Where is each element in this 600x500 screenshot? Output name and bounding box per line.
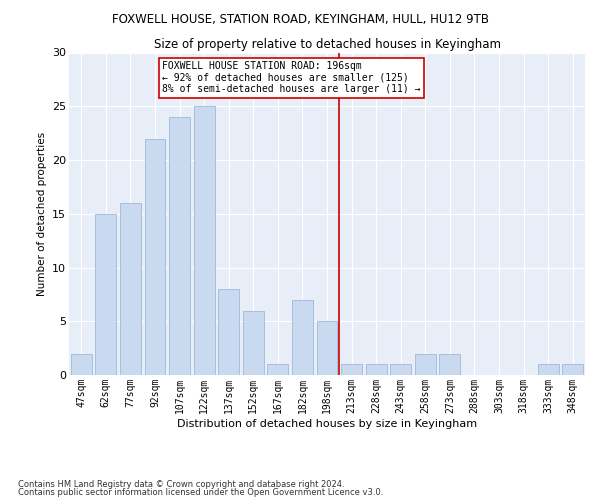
Bar xyxy=(390,364,411,375)
Text: Contains public sector information licensed under the Open Government Licence v3: Contains public sector information licen… xyxy=(18,488,383,497)
Text: Contains HM Land Registry data © Crown copyright and database right 2024.: Contains HM Land Registry data © Crown c… xyxy=(18,480,344,489)
X-axis label: Distribution of detached houses by size in Keyingham: Distribution of detached houses by size … xyxy=(177,418,477,428)
Bar xyxy=(317,322,337,375)
Bar xyxy=(243,310,264,375)
Title: Size of property relative to detached houses in Keyingham: Size of property relative to detached ho… xyxy=(154,38,500,52)
Bar xyxy=(415,354,436,375)
Bar xyxy=(341,364,362,375)
Bar xyxy=(268,364,289,375)
Bar xyxy=(365,364,386,375)
Bar xyxy=(538,364,559,375)
Bar xyxy=(562,364,583,375)
Text: FOXWELL HOUSE STATION ROAD: 196sqm
← 92% of detached houses are smaller (125)
8%: FOXWELL HOUSE STATION ROAD: 196sqm ← 92%… xyxy=(163,61,421,94)
Bar xyxy=(218,289,239,375)
Bar xyxy=(169,117,190,375)
Bar xyxy=(95,214,116,375)
Bar xyxy=(194,106,215,375)
Text: FOXWELL HOUSE, STATION ROAD, KEYINGHAM, HULL, HU12 9TB: FOXWELL HOUSE, STATION ROAD, KEYINGHAM, … xyxy=(112,12,488,26)
Bar xyxy=(120,203,141,375)
Bar xyxy=(292,300,313,375)
Bar xyxy=(439,354,460,375)
Bar xyxy=(71,354,92,375)
Y-axis label: Number of detached properties: Number of detached properties xyxy=(37,132,47,296)
Bar xyxy=(145,138,166,375)
